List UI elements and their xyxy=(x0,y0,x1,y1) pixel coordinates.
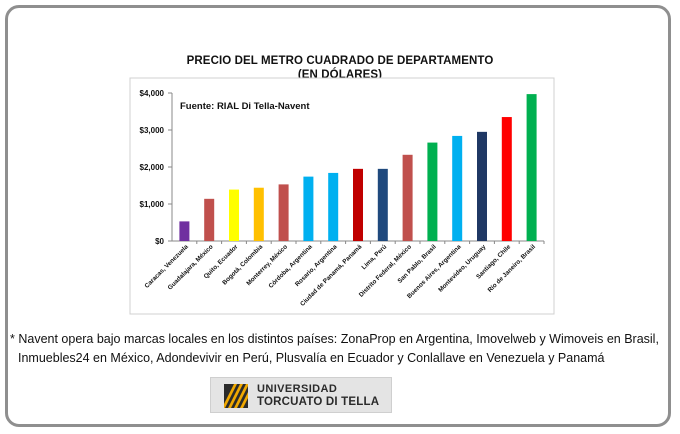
utdt-logo-icon xyxy=(224,384,248,408)
university-logo: UNIVERSIDAD TORCUATO DI TELLA xyxy=(210,377,392,413)
bar-1 xyxy=(179,221,190,241)
y-tick-label: $2,000 xyxy=(140,163,165,172)
footnote: * Navent opera bajo marcas locales en lo… xyxy=(10,330,670,368)
logo-line2: TORCUATO DI TELLA xyxy=(257,396,380,408)
y-tick-label: $3,000 xyxy=(140,126,165,135)
logo-stripe xyxy=(240,392,248,408)
bar-8 xyxy=(353,168,363,241)
logo-stripe xyxy=(228,384,243,408)
bar-9 xyxy=(377,168,388,241)
bar-14 xyxy=(501,117,512,241)
bar-5 xyxy=(278,184,289,241)
y-tick-label: $0 xyxy=(155,237,164,246)
bar-2 xyxy=(204,198,215,241)
bar-12 xyxy=(452,135,463,241)
logo-stripe xyxy=(224,384,237,408)
bar-11 xyxy=(427,142,438,241)
bar-4 xyxy=(253,187,264,241)
logo-stripe xyxy=(234,384,248,408)
bar-3 xyxy=(229,189,239,241)
chart-title-line1: PRECIO DEL METRO CUADRADO DE DEPARTAMENT… xyxy=(186,55,494,67)
bar-7 xyxy=(328,172,339,241)
bar-6 xyxy=(303,176,314,241)
footnote-line2: Inmuebles24 en México, Adondevivir en Pe… xyxy=(18,351,605,365)
y-tick-label: $1,000 xyxy=(140,200,165,209)
footnote-line1: * Navent opera bajo marcas locales en lo… xyxy=(10,332,659,346)
bar-10 xyxy=(402,154,413,241)
bar-13 xyxy=(477,131,487,241)
bar-15 xyxy=(526,94,537,241)
logo-line1: UNIVERSIDAD xyxy=(257,383,338,395)
chart-source-note: Fuente: RIAL Di Tella-Navent xyxy=(180,101,310,112)
chart-area-border xyxy=(129,77,555,315)
logo-text: UNIVERSIDAD TORCUATO DI TELLA xyxy=(257,383,379,409)
y-tick-label: $4,000 xyxy=(140,89,165,98)
